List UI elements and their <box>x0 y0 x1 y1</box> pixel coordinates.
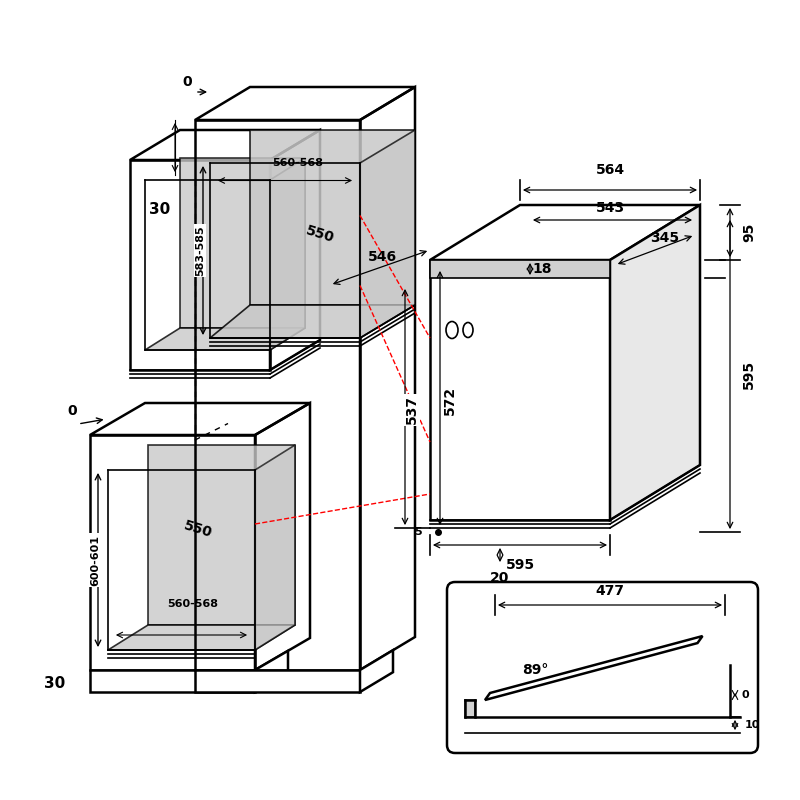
Text: 0: 0 <box>742 690 750 700</box>
Polygon shape <box>255 651 288 692</box>
Polygon shape <box>148 445 295 625</box>
Polygon shape <box>485 636 702 700</box>
Text: 564: 564 <box>595 163 625 177</box>
Polygon shape <box>210 305 415 338</box>
Text: 600-601: 600-601 <box>90 534 100 586</box>
Polygon shape <box>250 130 415 305</box>
Polygon shape <box>430 260 610 278</box>
Polygon shape <box>360 130 415 338</box>
Text: 345: 345 <box>650 230 679 245</box>
Text: 550: 550 <box>182 518 214 541</box>
Text: 95: 95 <box>742 222 756 242</box>
Polygon shape <box>360 650 393 692</box>
Text: 560-568: 560-568 <box>272 158 323 168</box>
Text: 572: 572 <box>443 386 457 414</box>
Polygon shape <box>610 205 700 520</box>
Text: 595: 595 <box>506 558 534 572</box>
Polygon shape <box>430 205 700 260</box>
Polygon shape <box>255 445 295 650</box>
Polygon shape <box>145 328 305 350</box>
Text: 595: 595 <box>742 360 756 389</box>
Text: 10: 10 <box>745 720 760 730</box>
Text: 543: 543 <box>595 201 625 215</box>
Text: 550: 550 <box>304 223 336 245</box>
Text: 30: 30 <box>44 677 66 691</box>
Polygon shape <box>108 625 295 650</box>
Text: 5: 5 <box>414 527 422 537</box>
Text: 0: 0 <box>182 75 192 89</box>
Polygon shape <box>90 670 255 692</box>
Text: 583-585: 583-585 <box>195 225 205 276</box>
Text: 18: 18 <box>532 262 552 276</box>
Polygon shape <box>195 670 360 692</box>
Text: 560-568: 560-568 <box>167 599 218 610</box>
Text: 20: 20 <box>490 571 510 585</box>
Text: 546: 546 <box>367 250 397 264</box>
Polygon shape <box>180 158 305 328</box>
Text: 0: 0 <box>67 404 77 418</box>
FancyBboxPatch shape <box>447 582 758 753</box>
Polygon shape <box>465 700 475 717</box>
Polygon shape <box>430 260 610 520</box>
Text: 537: 537 <box>405 395 419 425</box>
Polygon shape <box>270 158 305 350</box>
Text: 30: 30 <box>150 202 170 218</box>
Text: 477: 477 <box>595 584 625 598</box>
Text: 89°: 89° <box>522 663 548 677</box>
